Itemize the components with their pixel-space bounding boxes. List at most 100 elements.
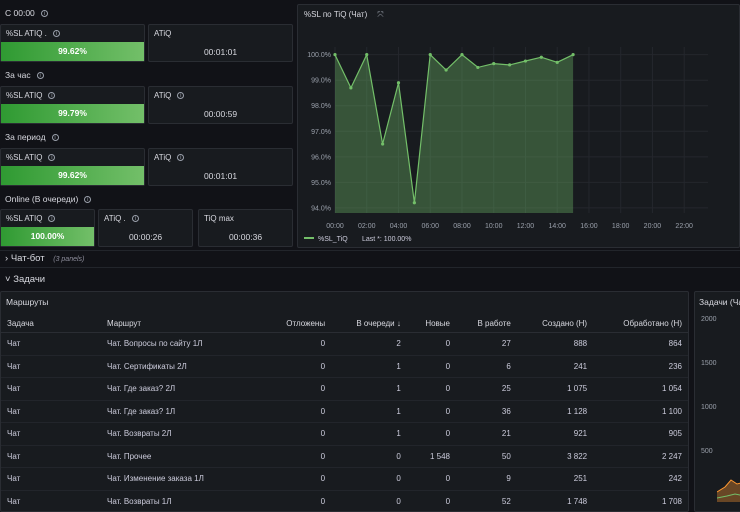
y-tick: 1000: [701, 404, 717, 411]
x-tick-label: 14:00: [548, 223, 566, 230]
data-point: [476, 65, 480, 70]
cell-route: Чат. Где заказ? 2Л: [101, 377, 263, 401]
series-line: [717, 493, 740, 499]
stat-panel-atiq-last-hour[interactable]: ATiQ i 00:00:59: [148, 86, 293, 124]
link-icon[interactable]: ⤧: [377, 10, 384, 19]
info-icon[interactable]: i: [48, 215, 56, 223]
cell-route: Чат. Возвраты 1Л: [101, 490, 263, 511]
col-header-in-queue[interactable]: В очереди ↓: [331, 314, 407, 333]
row-title: Чат-бот: [10, 253, 45, 264]
tasks-chart-panel[interactable]: Задачи (Ча 2000 1500 1000 500: [694, 291, 740, 512]
data-point: [349, 86, 353, 90]
chart-svg: 100.0% 99.0% 98.0% 97.0% 96.0% 95.0% 94.0% 00:…: [304, 47, 708, 243]
cell-created: 1 128: [516, 400, 594, 423]
section-title-online: Online (В очереди) i: [5, 194, 92, 204]
table-row[interactable]: Чат Чат. Вопросы по сайту 1Л 0 2 0 27 888 864: [1, 332, 688, 356]
stat-panel-sl-last-hour[interactable]: %SL ATIQ i 99.79%: [0, 86, 145, 124]
cell-new: 0: [406, 400, 457, 423]
col-header-in-work[interactable]: В работе: [456, 314, 517, 333]
cell-route: Чат. Сертификаты 2Л: [101, 355, 263, 378]
stat-value: 99.62%: [1, 42, 144, 61]
col-header-task[interactable]: Задача: [1, 314, 101, 333]
stat-value: 00:01:01: [203, 171, 238, 181]
cell-task: Чат: [1, 332, 101, 356]
table-row[interactable]: Чат Чат. Изменение заказа 1Л 0 0 0 9 251 242: [1, 467, 688, 491]
cell-in-work: 27: [456, 332, 517, 356]
stat-value: 00:01:01: [203, 47, 238, 57]
data-point: [507, 63, 512, 67]
table-row[interactable]: Чат Чат. Прочее 0 0 1 548 50 3 822 2 247: [1, 445, 688, 468]
y-tick-label: 96.0%: [311, 154, 331, 161]
stat-label: ATiQ .i: [104, 214, 139, 223]
cell-route: Чат. Прочее: [101, 445, 263, 468]
chart-panel-sl-tiq[interactable]: %SL по TiQ (Чат) ⤧ 100.0% 99.0% 98.0% 97.0% 9…: [297, 4, 740, 248]
col-header-new[interactable]: Новые: [406, 314, 457, 333]
stat-panel-sl-period[interactable]: %SL ATIQ i 99.62%: [0, 148, 145, 186]
info-icon[interactable]: i: [84, 196, 92, 204]
info-icon[interactable]: i: [177, 92, 185, 100]
y-tick: 2000: [701, 316, 717, 323]
stat-value: 00:00:36: [228, 232, 263, 242]
chart-grid: [334, 47, 708, 213]
table-header-row: Задача Маршрут Отложены В очереди ↓ Новы…: [1, 314, 688, 333]
info-icon[interactable]: i: [48, 154, 56, 162]
cell-task: Чат: [1, 400, 101, 423]
stat-panel-atiq-since-midnight[interactable]: ATiQ 00:01:01: [148, 24, 293, 62]
col-header-route[interactable]: Маршрут: [101, 314, 263, 333]
info-icon[interactable]: i: [177, 154, 185, 162]
cell-postponed: 0: [263, 377, 332, 401]
routes-table: Задача Маршрут Отложены В очереди ↓ Новы…: [1, 314, 688, 511]
legend-series-name: %SL_TiQ: [318, 236, 348, 243]
stat-panel-sl-since-midnight[interactable]: %SL ATIQ .i 99.62%: [0, 24, 145, 62]
stat-panel-atiq-online[interactable]: ATiQ .i 00:00:26: [98, 209, 193, 247]
info-icon[interactable]: i: [51, 134, 59, 142]
data-point: [539, 55, 543, 59]
cell-created: 251: [516, 467, 594, 491]
x-axis-ticks: 00:00 02:00 04:00 06:00 08:00 10:00 12:00 14:00…: [326, 223, 693, 230]
routes-panel-title: Маршруты: [6, 297, 49, 307]
stat-value: 100.00%: [1, 227, 94, 246]
cell-new: 0: [406, 377, 457, 401]
stat-value: 00:00:59: [203, 109, 238, 119]
info-icon[interactable]: i: [36, 72, 44, 80]
cell-task: Чат: [1, 355, 101, 378]
section-title-last-hour: За час i: [5, 70, 44, 80]
table-row[interactable]: Чат Чат. Где заказ? 2Л 0 1 0 25 1 075 1 054: [1, 377, 688, 401]
cell-in-queue: 1: [331, 422, 407, 446]
stat-panel-sl-online[interactable]: %SL ATIQ i 100.00%: [0, 209, 95, 247]
stat-panel-tiq-max[interactable]: TiQ max 00:00:36: [198, 209, 293, 247]
col-header-postponed[interactable]: Отложены: [263, 314, 332, 333]
routes-panel[interactable]: Маршруты Задача Маршрут Отложены В очере…: [0, 291, 689, 512]
chevron-right-icon: ›: [5, 253, 9, 264]
info-icon[interactable]: i: [48, 92, 56, 100]
x-tick-label: 04:00: [390, 223, 408, 230]
row-header-chatbot[interactable]: › Чат-бот (3 panels): [5, 253, 84, 264]
table-row[interactable]: Чат Чат. Возвраты 2Л 0 1 0 21 921 905: [1, 422, 688, 446]
stat-value: 99.62%: [1, 166, 144, 185]
cell-new: 0: [406, 490, 457, 511]
cell-in-work: 21: [456, 422, 517, 446]
sort-arrow-icon: ↓: [396, 318, 401, 328]
info-icon[interactable]: i: [52, 30, 60, 38]
data-point: [460, 53, 464, 57]
row-header-tasks[interactable]: ˅ Задачи: [5, 274, 45, 285]
col-header-created[interactable]: Создано (Н): [516, 314, 594, 333]
cell-postponed: 0: [263, 422, 332, 446]
table-row[interactable]: Чат Чат. Возвраты 1Л 0 0 0 52 1 748 1 708: [1, 490, 688, 511]
x-tick-label: 10:00: [485, 223, 503, 230]
cell-created: 921: [516, 422, 594, 446]
data-point: [412, 201, 416, 205]
cell-in-queue: 1: [331, 355, 407, 378]
col-header-processed[interactable]: Обработано (Н): [593, 314, 688, 333]
data-point: [396, 81, 401, 85]
stat-panel-atiq-period[interactable]: ATiQ i 00:01:01: [148, 148, 293, 186]
info-icon[interactable]: i: [131, 215, 139, 223]
x-tick-label: 00:00: [326, 223, 344, 230]
chart-title: %SL по TiQ (Чат) ⤧: [304, 10, 384, 19]
table-row[interactable]: Чат Чат. Где заказ? 1Л 0 1 0 36 1 128 1 100: [1, 400, 688, 423]
series-line: [334, 52, 574, 203]
cell-in-queue: 0: [331, 467, 407, 491]
stat-label: %SL ATIQ .i: [6, 29, 60, 38]
info-icon[interactable]: i: [40, 10, 48, 18]
table-row[interactable]: Чат Чат. Сертификаты 2Л 0 1 0 6 241 236: [1, 355, 688, 378]
